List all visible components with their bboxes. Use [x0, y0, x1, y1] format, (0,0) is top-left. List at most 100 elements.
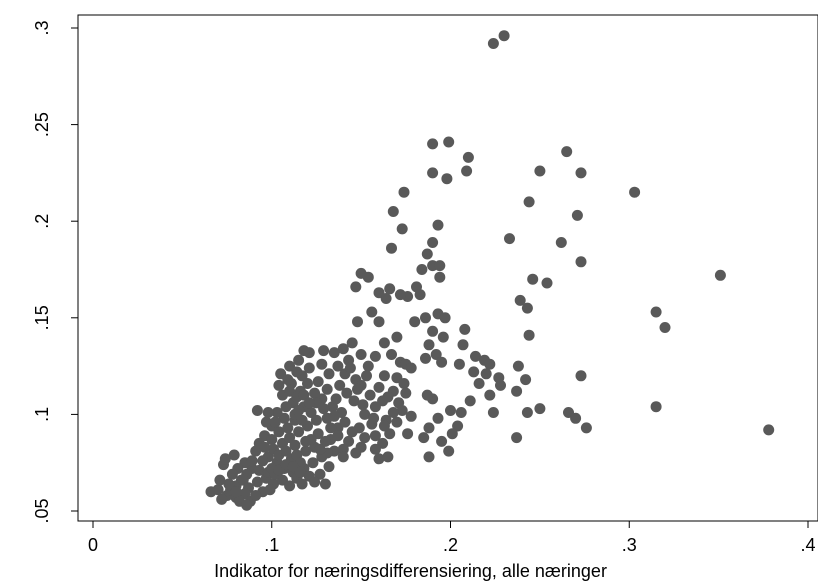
data-point [300, 445, 312, 457]
data-point [402, 428, 414, 440]
plot-frame [77, 14, 818, 522]
data-point [328, 410, 340, 422]
data-point [303, 397, 315, 409]
data-point [523, 329, 535, 341]
data-point [334, 379, 346, 391]
data-point [332, 360, 344, 372]
data-point [414, 289, 426, 301]
data-point [436, 356, 448, 368]
data-point [387, 206, 399, 217]
data-point [714, 269, 726, 281]
data-point [521, 302, 533, 314]
data-point [384, 283, 396, 295]
y-axis: .05 .1 .15 .2 .25 .3 [32, 20, 78, 524]
data-point [355, 349, 367, 360]
data-point [629, 186, 641, 198]
data-point [226, 468, 238, 480]
data-point [237, 474, 249, 486]
data-point [282, 422, 294, 434]
data-point [443, 445, 455, 457]
data-point [350, 447, 362, 459]
data-point [359, 432, 371, 444]
data-point [341, 387, 353, 399]
data-point [418, 432, 430, 444]
data-point [387, 407, 399, 418]
data-point [575, 370, 587, 382]
data-point [400, 387, 412, 399]
data-point [420, 352, 431, 364]
data-point [312, 376, 324, 388]
data-point [369, 443, 381, 455]
data-point [441, 173, 453, 185]
data-point [437, 331, 449, 343]
data-point [534, 403, 546, 415]
data-point [427, 237, 439, 248]
x-axis: 0 .1 .2 .3 .4 [88, 521, 816, 555]
data-point [310, 414, 322, 426]
data-point [498, 30, 510, 42]
data-point [212, 484, 224, 496]
data-point [314, 443, 326, 455]
data-point [427, 138, 439, 150]
data-point [416, 264, 428, 275]
data-point [453, 358, 465, 370]
data-point [457, 339, 469, 351]
data-point [373, 453, 385, 465]
data-point [346, 426, 358, 438]
data-point [561, 146, 573, 158]
data-point [239, 488, 251, 500]
data-point [293, 426, 305, 438]
data-point [373, 316, 385, 328]
data-point [511, 432, 523, 444]
data-point [396, 223, 408, 235]
data-point [527, 273, 539, 285]
data-point [257, 455, 269, 467]
data-point [386, 242, 397, 254]
data-point [487, 38, 499, 49]
data-point [323, 461, 335, 473]
data-point [484, 389, 496, 401]
data-point [423, 451, 435, 463]
data-point [470, 350, 481, 362]
data-point [534, 165, 546, 177]
data-point [302, 378, 313, 389]
data-point [339, 416, 351, 428]
data-point [487, 407, 499, 418]
data-point [409, 316, 421, 328]
data-point [462, 151, 474, 163]
y-tick-label: .15 [32, 305, 52, 330]
y-tick-label: .3 [32, 20, 52, 35]
data-point [305, 407, 317, 418]
data-point [541, 277, 553, 289]
data-point [259, 441, 271, 453]
data-point [337, 443, 349, 455]
data-point [250, 490, 262, 501]
y-tick-label: .25 [32, 112, 52, 137]
data-point [357, 399, 369, 411]
x-tick-label: .2 [443, 535, 458, 555]
data-point [337, 451, 349, 463]
data-point [366, 306, 378, 318]
data-point [570, 412, 582, 424]
data-point [282, 374, 294, 386]
data-point [373, 381, 385, 393]
data-point [321, 383, 333, 395]
data-point [439, 312, 451, 324]
data-point [384, 428, 396, 440]
data-point [423, 422, 435, 434]
data-point [445, 405, 456, 416]
data-point [473, 378, 485, 389]
x-axis-title: Indikator for næringsdifferensiering, al… [214, 561, 607, 581]
data-point [362, 360, 374, 372]
data-point [391, 416, 403, 428]
data-point [280, 445, 292, 457]
data-point [266, 434, 278, 445]
y-tick-label: .1 [32, 407, 52, 422]
data-point [650, 306, 662, 318]
data-point [314, 468, 326, 480]
data-point [344, 362, 356, 374]
data-point [386, 349, 397, 360]
data-point [420, 312, 431, 324]
y-tick-label: .05 [32, 498, 52, 523]
data-point [421, 389, 433, 401]
